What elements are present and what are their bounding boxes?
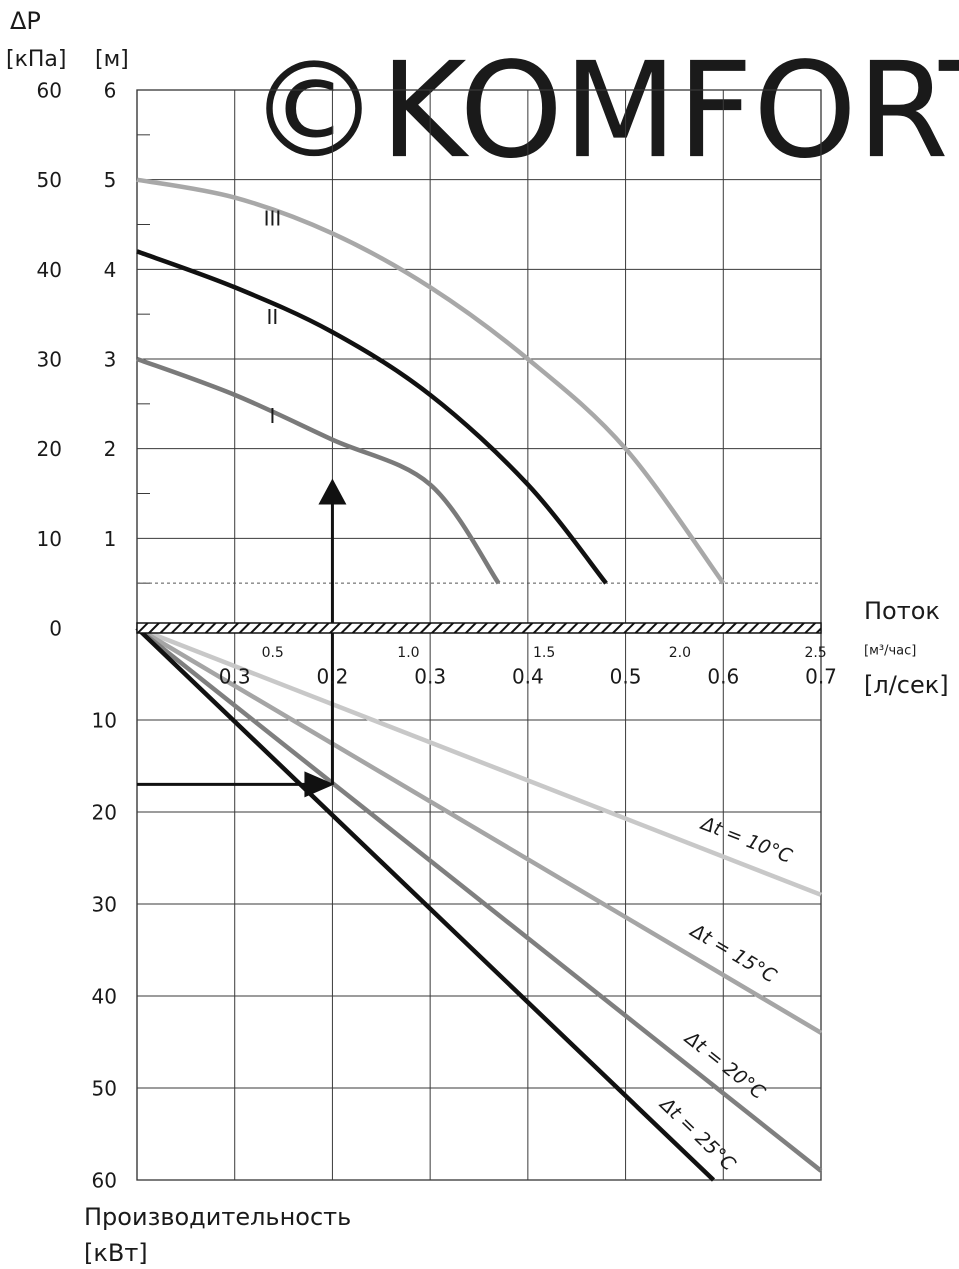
y-tick-m-4: 2 <box>104 437 117 461</box>
power-line-2 <box>135 626 823 1173</box>
example-arrowhead-up <box>318 478 347 505</box>
y-tick-kw-1: 20 <box>92 801 117 825</box>
power-line-3 <box>135 626 716 1182</box>
y-unit-m: [м] <box>95 47 129 72</box>
y-tick-kpa-2: 40 <box>37 258 62 282</box>
lower-axis-label-line2: [кВт] <box>84 1239 148 1267</box>
x-tick-ls-3: 0.4 <box>512 665 544 689</box>
x-tick-ls-4: 0.5 <box>610 665 642 689</box>
y-tick-kw-3: 40 <box>92 985 117 1009</box>
pump-curve-I <box>136 356 501 585</box>
pump-curve-label-III: III <box>264 207 282 231</box>
x-tick-ls-5: 0.6 <box>707 665 739 689</box>
y-tick-kw-2: 30 <box>92 893 117 917</box>
zero-hatched-bar <box>136 622 822 634</box>
y-tick-kw-0: 10 <box>92 709 117 733</box>
x-tick-m3h-4: 2.5 <box>804 645 826 661</box>
x-tick-m3h-3: 2.0 <box>669 645 691 661</box>
y-tick-kw-4: 50 <box>92 1077 117 1101</box>
pump-curve-III <box>136 177 726 585</box>
y-tick-kpa-0: 60 <box>37 79 62 103</box>
y-tick-kpa-6: 0 <box>49 617 62 641</box>
x-tick-m3h-0: 0.5 <box>262 645 284 661</box>
lower-axis-label-line1: Производительность <box>84 1203 351 1231</box>
power-line-label-0: Δt = 10°C <box>696 812 795 868</box>
y-tick-kpa-1: 50 <box>37 168 62 192</box>
x-unit-m3h: [м³/час] <box>864 644 916 659</box>
plot-frame <box>136 89 822 1181</box>
pump-curve-label-II: II <box>267 305 279 329</box>
y-tick-m-0: 6 <box>104 79 117 103</box>
y-tick-m-2: 4 <box>104 258 117 282</box>
y-tick-kpa-5: 10 <box>37 527 62 551</box>
power-line-label-1: Δt = 15°C <box>685 919 781 988</box>
y-unit-kpa: [кПа] <box>6 47 66 72</box>
y-tick-kw-5: 60 <box>92 1169 117 1193</box>
x-tick-m3h-2: 1.5 <box>533 645 555 661</box>
y-tick-m-5: 1 <box>104 527 117 551</box>
x-tick-m3h-1: 1.0 <box>397 645 419 661</box>
x-axis-title: Поток <box>864 597 940 625</box>
x-tick-ls-0: 0.3 <box>219 665 251 689</box>
x-tick-ls-1: 0.2 <box>317 665 349 689</box>
x-tick-ls-6: 0.7 <box>805 665 837 689</box>
example-arrowhead-right <box>304 771 335 798</box>
power-line-1 <box>135 626 823 1035</box>
y-tick-kpa-4: 20 <box>37 437 62 461</box>
y-tick-kpa-3: 30 <box>37 348 62 372</box>
y-tick-m-3: 3 <box>104 348 117 372</box>
pump-curve-label-I: I <box>269 404 275 428</box>
y-axis-title: ΔP <box>10 7 41 35</box>
watermark-text: ©KOMFORT <box>248 34 959 188</box>
pump-curve-II <box>136 249 608 585</box>
power-line-0 <box>136 625 822 897</box>
x-unit-ls: [л/сек] <box>864 671 949 699</box>
y-tick-m-1: 5 <box>104 168 117 192</box>
x-tick-ls-2: 0.3 <box>414 665 446 689</box>
